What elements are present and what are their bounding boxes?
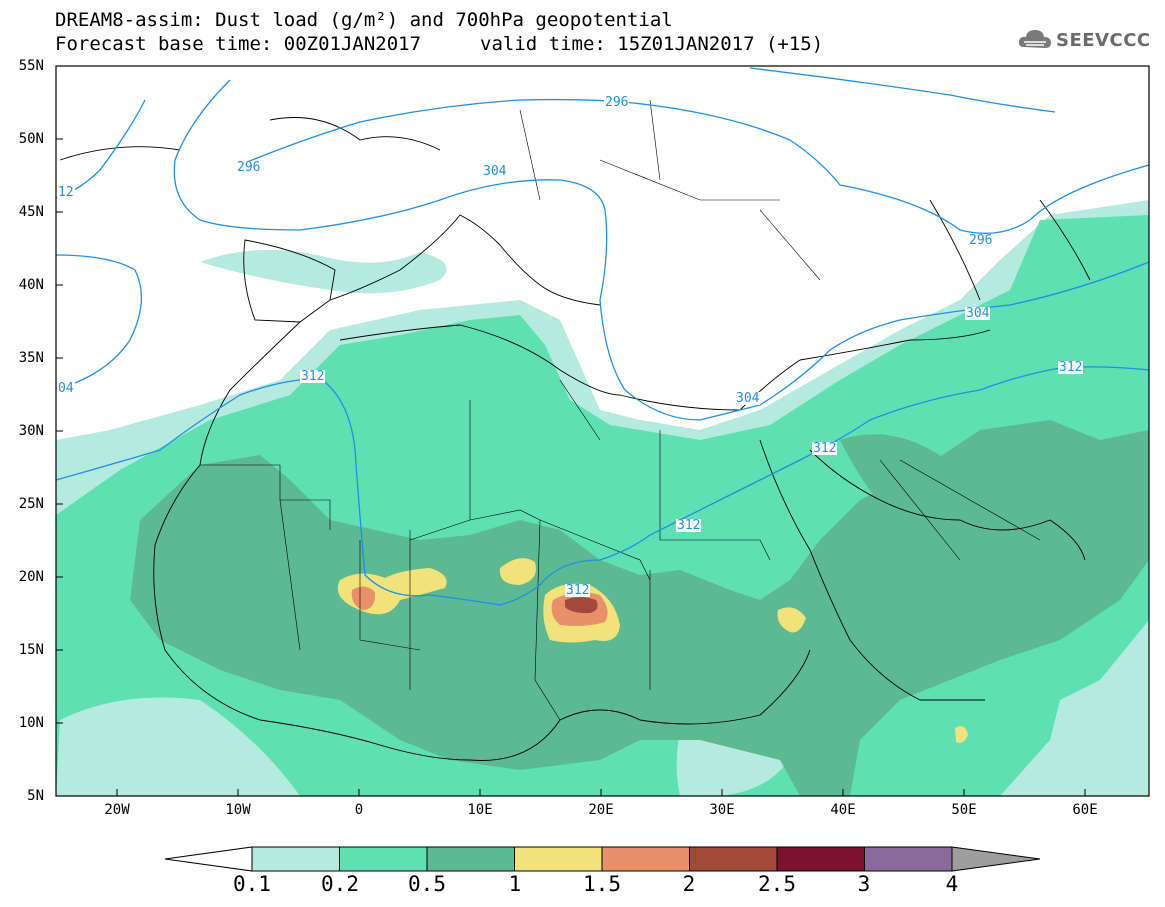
colorbar-tick-label: 0.1 bbox=[233, 872, 271, 896]
lon-label: 10E bbox=[467, 802, 493, 818]
lat-label: 20N bbox=[18, 569, 44, 585]
contour-label: 312 bbox=[565, 583, 591, 598]
lat-label: 5N bbox=[27, 788, 44, 804]
colorbar-segment bbox=[251, 846, 340, 872]
colorbar-tick-label: 2 bbox=[682, 872, 696, 896]
dust-contour-1-b bbox=[499, 558, 536, 585]
axis-ticks bbox=[56, 65, 1086, 796]
colorbar-segment bbox=[864, 846, 953, 872]
contour-label: 304 bbox=[965, 306, 991, 321]
colorbar-segment bbox=[601, 846, 690, 872]
lon-label: 30E bbox=[709, 802, 735, 818]
valid-time: valid time: 15Z01JAN2017 (+15) bbox=[480, 33, 824, 55]
dust-hole-sahel bbox=[56, 697, 300, 796]
dust-contour-1-e bbox=[955, 726, 968, 744]
dust-contour-1-d bbox=[777, 607, 806, 633]
lat-label: 50N bbox=[18, 131, 44, 147]
lon-label: 20E bbox=[588, 802, 614, 818]
lon-label: 0 bbox=[354, 802, 364, 818]
contour-label: 312 bbox=[676, 518, 702, 533]
colorbar-segment bbox=[689, 846, 778, 872]
colorbar-segment bbox=[514, 846, 603, 872]
lat-label: 55N bbox=[18, 58, 44, 74]
map-title: DREAM8-assim: Dust load (g/m²) and 700hP… bbox=[55, 9, 673, 31]
lat-label: 30N bbox=[18, 423, 44, 439]
coastlines bbox=[59, 117, 1091, 761]
forecast-base-time: Forecast base time: 00Z01JAN2017 bbox=[55, 33, 422, 55]
contour-label: 304 bbox=[735, 391, 761, 406]
colorbar-tick-label: 3 bbox=[857, 872, 871, 896]
lon-label: 60E bbox=[1072, 802, 1098, 818]
colorbar bbox=[164, 846, 1041, 872]
colorbar-tick-label: 4 bbox=[945, 872, 959, 896]
lon-label: 40E bbox=[830, 802, 856, 818]
dust-contour-1.5 bbox=[351, 586, 376, 610]
contour-label: 312 bbox=[812, 441, 838, 456]
logo-text: SEEVCCC bbox=[1056, 29, 1151, 51]
dust-contour-0.1-north bbox=[200, 249, 447, 294]
colorbar-tick-label: 0.5 bbox=[408, 872, 446, 896]
geopotential-contours bbox=[56, 67, 1149, 606]
cloud-icon bbox=[1018, 30, 1051, 48]
seevccc-logo: SEEVCCC bbox=[1018, 25, 1151, 55]
contour-label: 296 bbox=[604, 95, 630, 110]
lat-label: 15N bbox=[18, 642, 44, 658]
colorbar-tick-label: 0.2 bbox=[321, 872, 359, 896]
colorbar-segment bbox=[776, 846, 865, 872]
contour-label: 296 bbox=[968, 233, 994, 248]
lat-label: 40N bbox=[18, 277, 44, 293]
lon-label: 50E bbox=[951, 802, 977, 818]
contour-label: 296 bbox=[236, 160, 262, 175]
contour-label: 312 bbox=[1058, 360, 1084, 375]
colorbar-tick-label: 1 bbox=[508, 872, 522, 896]
colorbar-segment bbox=[339, 846, 428, 872]
lat-label: 10N bbox=[18, 715, 44, 731]
contour-label: 304 bbox=[482, 164, 508, 179]
colorbar-segment bbox=[426, 846, 515, 872]
country-borders bbox=[200, 99, 1041, 721]
colorbar-tick-label: 2.5 bbox=[758, 872, 796, 896]
contour-label: 12 bbox=[57, 185, 75, 200]
colorbar-high-arrow bbox=[951, 846, 1041, 872]
dust-field bbox=[56, 200, 1149, 796]
lat-label: 45N bbox=[18, 204, 44, 220]
contour-label: 04 bbox=[57, 381, 75, 396]
lon-label: 20W bbox=[104, 802, 130, 818]
lon-label: 10W bbox=[225, 802, 251, 818]
colorbar-low-arrow bbox=[164, 846, 253, 872]
dust-contour-0.5-arabia bbox=[840, 434, 1040, 575]
lat-label: 25N bbox=[18, 496, 44, 512]
lat-label: 35N bbox=[18, 350, 44, 366]
contour-label: 312 bbox=[300, 369, 326, 384]
colorbar-tick-label: 1.5 bbox=[583, 872, 621, 896]
dust-contour-2 bbox=[565, 597, 598, 614]
